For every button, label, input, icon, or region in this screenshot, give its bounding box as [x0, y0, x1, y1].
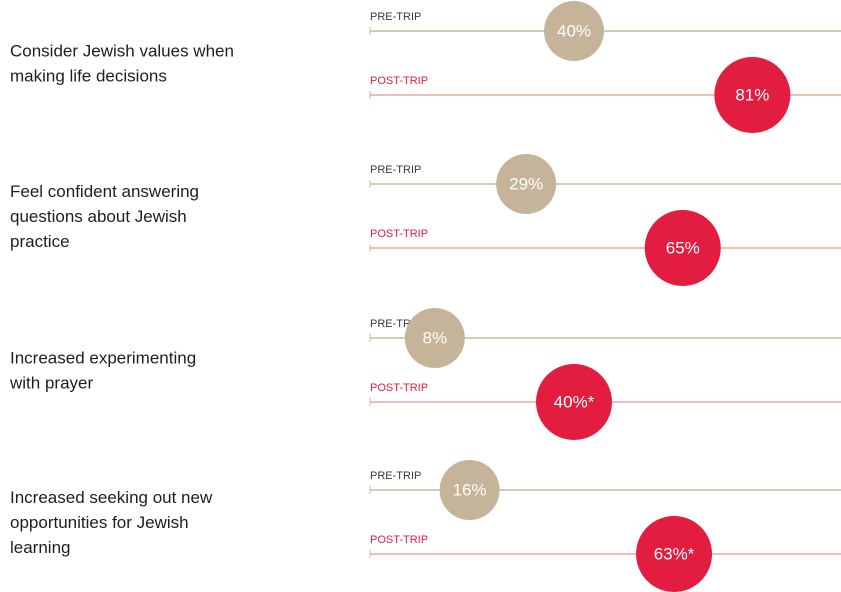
category-label-line: Increased experimenting [10, 349, 196, 368]
series-label: POST-TRIP [370, 534, 428, 546]
bubble [439, 460, 500, 520]
bubble [404, 308, 465, 368]
category-label: Increased seeking out new opportunities f… [10, 488, 213, 557]
category-label: Consider Jewish values when making life d… [10, 42, 234, 86]
series-label: PRE-TRIP [370, 11, 421, 23]
series-label: POST-TRIP [370, 382, 428, 394]
category-label-line: questions about Jewish [10, 207, 187, 226]
value-label: 40%* [554, 392, 595, 411]
series-label: POST-TRIP [370, 228, 428, 240]
category-label-line: making life decisions [10, 67, 167, 86]
value-label: 16% [453, 480, 487, 499]
category-label-line: Consider Jewish values when [10, 42, 234, 61]
category-label-line: with prayer [9, 374, 93, 393]
value-label: 63%* [654, 544, 695, 563]
bubble [496, 154, 557, 214]
category-label-line: Feel confident answering [10, 182, 199, 201]
bubble [636, 516, 713, 592]
category-label-line: Increased seeking out new [10, 488, 213, 507]
category-label-line: practice [10, 232, 70, 251]
category-label-line: opportunities for Jewish [10, 513, 189, 532]
bubble [644, 210, 721, 286]
category-label: Increased experimenting with prayer [9, 349, 196, 393]
value-label: 81% [735, 85, 769, 104]
category-label-line: learning [10, 538, 71, 557]
bubble [536, 364, 612, 440]
series-label: POST-TRIP [370, 75, 428, 87]
value-label: 40% [557, 21, 591, 40]
series-label: PRE-TRIP [370, 164, 421, 176]
value-label: 29% [509, 174, 543, 193]
value-label: 8% [423, 328, 448, 347]
bubble [714, 57, 791, 133]
category-label: Feel confident answering questions about … [10, 182, 199, 251]
value-label: 65% [666, 238, 700, 257]
series-label: PRE-TRIP [370, 470, 421, 482]
bubble [544, 1, 604, 61]
